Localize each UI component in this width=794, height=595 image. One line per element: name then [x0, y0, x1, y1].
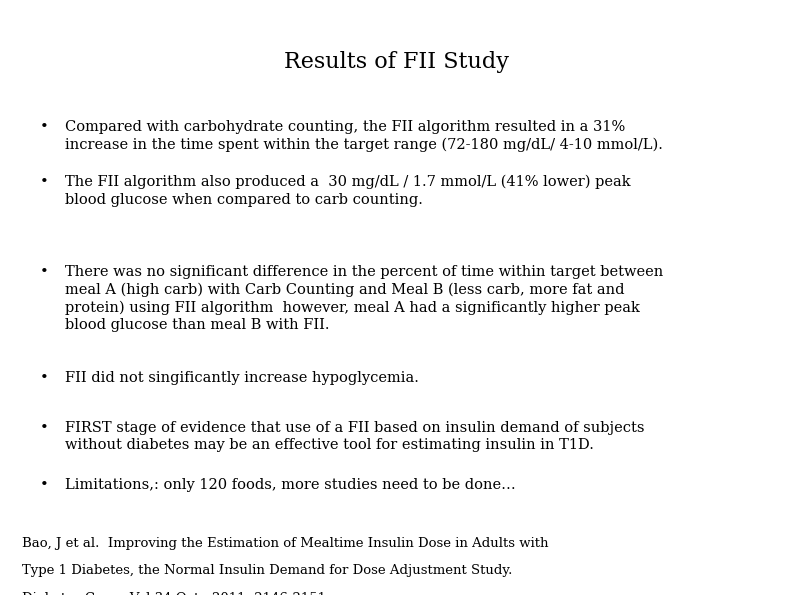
Text: •: • — [39, 421, 48, 435]
Text: Limitations,: only 120 foods, more studies need to be done…: Limitations,: only 120 foods, more studi… — [65, 478, 516, 492]
Text: FIRST stage of evidence that use of a FII based on insulin demand of subjects
wi: FIRST stage of evidence that use of a FI… — [65, 421, 645, 452]
Text: Compared with carbohydrate counting, the FII algorithm resulted in a 31%
increas: Compared with carbohydrate counting, the… — [65, 120, 663, 152]
Text: Diabetes Care.  Vol 34 Oct.  2011; 2146-2151: Diabetes Care. Vol 34 Oct. 2011; 2146-21… — [22, 591, 326, 595]
Text: •: • — [39, 120, 48, 134]
Text: •: • — [39, 175, 48, 189]
Text: •: • — [39, 371, 48, 385]
Text: •: • — [39, 478, 48, 492]
Text: Results of FII Study: Results of FII Study — [284, 51, 510, 73]
Text: Bao, J et al.  Improving the Estimation of Mealtime Insulin Dose in Adults with: Bao, J et al. Improving the Estimation o… — [22, 537, 549, 550]
Text: There was no significant difference in the percent of time within target between: There was no significant difference in t… — [65, 265, 663, 332]
Text: FII did not singificantly increase hypoglycemia.: FII did not singificantly increase hypog… — [65, 371, 419, 385]
Text: •: • — [39, 265, 48, 280]
Text: Type 1 Diabetes, the Normal Insulin Demand for Dose Adjustment Study.: Type 1 Diabetes, the Normal Insulin Dema… — [22, 564, 513, 577]
Text: The FII algorithm also produced a  30 mg/dL / 1.7 mmol/L (41% lower) peak
blood : The FII algorithm also produced a 30 mg/… — [65, 175, 630, 206]
